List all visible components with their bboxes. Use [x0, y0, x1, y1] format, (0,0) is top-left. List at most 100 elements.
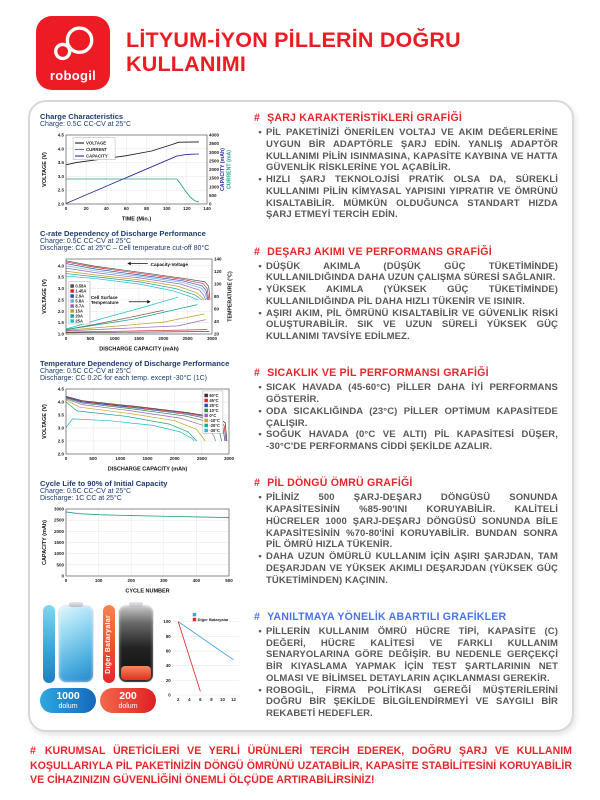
bullet-text: DÜŞÜK AKIMLA (DÜŞÜK GÜÇ TÜKETİMİNDE) KUL… — [266, 260, 558, 284]
svg-text:10: 10 — [220, 697, 225, 702]
bullet-dot: • — [258, 684, 262, 696]
svg-text:40: 40 — [104, 206, 110, 211]
battery-good-value: 1000 — [56, 690, 80, 703]
heading-hash: # — [254, 112, 261, 124]
chart-title: Temperature Dependency of Discharge Perf… — [40, 359, 230, 368]
svg-text:4.0: 4.0 — [58, 146, 65, 151]
temperature-discharge-block: Temperature Dependency of Discharge Perf… — [40, 359, 242, 474]
svg-text:10°C: 10°C — [209, 408, 218, 413]
svg-text:Capacity-Voltage: Capacity-Voltage — [151, 262, 189, 267]
text-section: # YANILTMAYA YÖNELİK ABARTILI GRAFİKLER • P… — [254, 611, 558, 720]
svg-text:2.5: 2.5 — [58, 188, 65, 193]
battery-other-label-pill: 200 dolum — [100, 688, 156, 713]
bullet-dot: • — [258, 492, 262, 504]
svg-text:DISCHARGE CAPACITY (mAh): DISCHARGE CAPACITY (mAh) — [108, 467, 188, 473]
svg-text:200: 200 — [127, 578, 135, 583]
c-rate-discharge-chart: 0 500 1000 1500 2000 2500 3000 1.0 1.5 2.0 2.5 3.0 3… — [42, 257, 234, 353]
bullet-item: • SICAK HAVADA (45-60°C) PİLLER DAHA İYİ … — [254, 382, 558, 406]
svg-text:3000: 3000 — [54, 507, 65, 512]
heading-text: PİL DÖNGÜ ÖMRÜ GRAFİĞİ — [267, 477, 413, 490]
svg-text:1500: 1500 — [209, 176, 220, 181]
svg-text:4.5: 4.5 — [58, 387, 65, 392]
svg-text:VOLTAGE: VOLTAGE — [86, 141, 106, 146]
battery-good — [57, 602, 94, 683]
svg-text:4.5: 4.5 — [58, 133, 65, 138]
svg-text:8: 8 — [210, 697, 213, 702]
svg-text:3.0: 3.0 — [58, 426, 65, 431]
bullet-text: PİLLERİN KULLANIM ÖMRÜ HÜCRE TİPİ, KAPAS… — [266, 625, 558, 684]
chart-title: C-rate Dependency of Discharge Performan… — [40, 229, 206, 238]
svg-text:2.5: 2.5 — [58, 297, 65, 302]
svg-text:3000: 3000 — [207, 336, 218, 341]
battery-low-charge — [120, 666, 151, 680]
chart-title: Charge Characteristics — [40, 112, 124, 121]
battery-comparison-mini-chart: 2 4 6 8 10 12 0 20 40 60 80 100 Diğer Bataryalar — [163, 612, 240, 702]
bullet-item: • DÜŞÜK AKIMLA (DÜŞÜK GÜÇ TÜKETİMİNDE) KU… — [254, 261, 558, 285]
charge-characteristics-chart: 0 20 40 60 80 100 120 140 2.0 2.5 3.0 3.5 4.0 4.5 0 500… — [42, 133, 233, 223]
chart-subtitle: Charge: 0.5C CC-CV at 25°C — [40, 368, 132, 375]
svg-text:TEMPERATURE (°C): TEMPERATURE (°C) — [228, 271, 234, 322]
svg-text:VOLTAGE (V): VOLTAGE (V) — [42, 279, 48, 314]
svg-text:2500: 2500 — [197, 456, 208, 461]
svg-text:1000: 1000 — [110, 336, 121, 341]
svg-text:4000: 4000 — [209, 133, 220, 138]
temperature-discharge-chart: 0 500 1000 1500 2000 2500 3000 2.0 2.5 3.0 3.5 4.0 4… — [42, 387, 235, 473]
chart-subtitle: Discharge: 1C CC at 25°C — [40, 495, 122, 502]
svg-text:500: 500 — [209, 193, 217, 198]
other-batteries-capsule: Diğer Bataryalar — [102, 605, 115, 683]
bullet-dot: • — [258, 382, 262, 394]
svg-text:0: 0 — [209, 202, 212, 207]
svg-text:45°C: 45°C — [209, 398, 218, 403]
heading-hash: # — [254, 367, 261, 380]
svg-text:-10°C: -10°C — [209, 418, 220, 423]
section-heading: # YANILTMAYA YÖNELİK ABARTILI GRAFİKLER — [254, 611, 558, 623]
svg-text:0: 0 — [65, 206, 68, 211]
svg-text:60: 60 — [214, 307, 220, 312]
svg-text:2500: 2500 — [54, 518, 65, 523]
svg-text:1000: 1000 — [209, 184, 220, 189]
svg-text:0: 0 — [65, 456, 68, 461]
bullet-item: • PİL PAKETİNİZİ ÖNERİLEN VOLTAJ VE AKIM … — [254, 127, 558, 174]
bullet-text: SOĞUK HAVADA (0°C VE ALTI) PİL KAPASİTES… — [266, 429, 558, 453]
svg-text:2.0: 2.0 — [58, 452, 65, 457]
text-section: # SICAKLIK VE PİL PERFORMANSI GRAFİĞİ • SIC… — [254, 367, 558, 453]
bullet-text: PİL PAKETİNİZİ ÖNERİLEN VOLTAJ VE AKIM D… — [266, 127, 558, 174]
bullet-text: ODA SICAKLIĞINDA (23°C) PİLLER OPTİMUM K… — [266, 405, 558, 429]
svg-text:1500: 1500 — [142, 456, 153, 461]
chart-subtitle: Discharge: CC at 25°C – Cell temperature… — [40, 245, 210, 252]
svg-text:3500: 3500 — [209, 141, 220, 146]
svg-text:3.5: 3.5 — [58, 413, 65, 418]
svg-text:CURRENT: CURRENT — [86, 147, 107, 152]
section-heading: # DEŞARJ AKIMI VE PERFORMANS GRAFİĞİ — [254, 246, 558, 258]
charts-column: Charge Characteristics Charge: 0.5C CC-C… — [34, 110, 242, 724]
svg-text:0: 0 — [65, 336, 68, 341]
bullet-text: AŞIRI AKIM, PİL ÖMRÜNÜ KISALTABİLİR VE G… — [266, 307, 558, 343]
svg-text:2000: 2000 — [158, 336, 169, 341]
svg-text:25A: 25A — [75, 319, 83, 324]
heading-hash: # — [254, 245, 261, 258]
svg-text:0: 0 — [65, 578, 68, 583]
svg-text:3.0: 3.0 — [58, 286, 65, 291]
svg-text:20: 20 — [166, 678, 171, 683]
svg-text:VOLTAGE (V): VOLTAGE (V) — [42, 152, 48, 187]
battery-other — [117, 602, 154, 683]
svg-text:120: 120 — [183, 206, 191, 211]
heading-text: DEŞARJ AKIMI VE PERFORMANS GRAFİĞİ — [267, 245, 492, 258]
bullet-text: DAHA UZUN ÖMÜRLÜ KULLANIM İÇİN AŞIRI ŞAR… — [266, 551, 558, 586]
bullet-item: • YÜKSEK AKIMLA (YÜKSEK GÜÇ TÜKETİMİNDE) … — [254, 284, 558, 308]
battery-good-group: 1000 dolum — [40, 602, 96, 713]
section-heading: # PİL DÖNGÜ ÖMRÜ GRAFİĞİ — [254, 477, 558, 489]
bullet-dot: • — [258, 429, 262, 441]
svg-text:60°C: 60°C — [209, 393, 218, 398]
svg-text:3.0: 3.0 — [58, 174, 65, 179]
bullet-dot: • — [258, 174, 262, 186]
heading-hash: # — [254, 610, 261, 623]
chart-subtitle: Charge: 0.5C CC-CV at 25°C — [40, 488, 132, 495]
cycle-life-block: Cycle Life to 90% of Initial Capacity Ch… — [40, 479, 242, 596]
svg-text:CURRENT (mA): CURRENT (mA) — [227, 150, 233, 189]
svg-text:500: 500 — [89, 456, 97, 461]
bullet-text: HIZLI ŞARJ TEKNOLOJİSİ PRATİK OLSA DA, S… — [266, 174, 558, 221]
svg-text:2500: 2500 — [183, 336, 194, 341]
svg-text:4.0: 4.0 — [58, 400, 65, 405]
